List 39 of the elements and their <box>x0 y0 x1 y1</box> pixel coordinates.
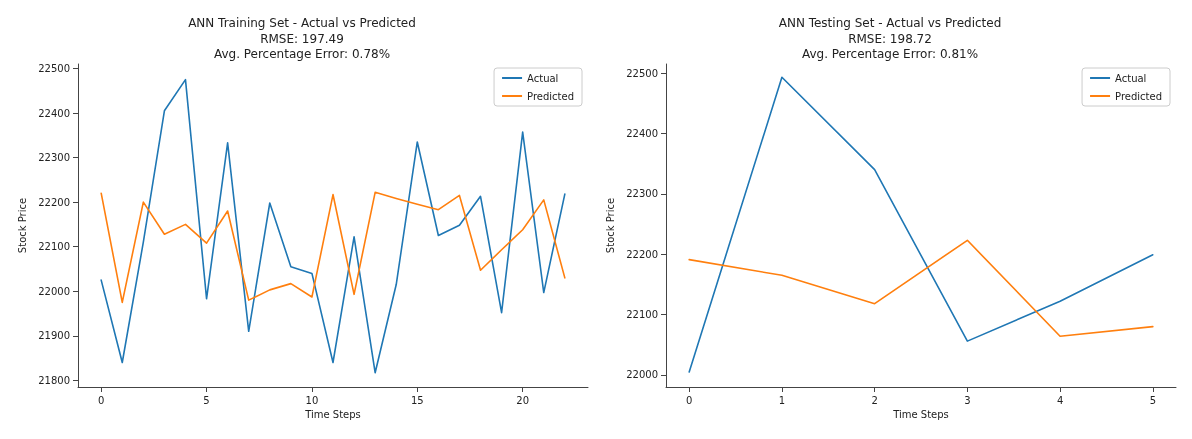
y-tick-label: 22300 <box>626 188 658 200</box>
x-axis-title: Time Steps <box>892 409 949 421</box>
legend-label: Actual <box>1115 72 1147 84</box>
chart-title: ANN Testing Set - Actual vs Predicted <box>778 15 1002 30</box>
x-axis-title: Time Steps <box>304 409 361 421</box>
y-tick-label: 22000 <box>626 369 658 381</box>
line-series <box>100 191 566 304</box>
y-tick-label: 22300 <box>38 152 70 164</box>
x-tick-label: 2 <box>871 394 878 406</box>
x-tick-label: 10 <box>305 394 319 406</box>
chart-subtitle: RMSE: 198.72 Avg. Percentage Error: 0.81% <box>801 31 979 61</box>
x-tick-label: 20 <box>516 394 530 406</box>
line-series <box>688 239 1154 338</box>
legend-label: Predicted <box>1115 90 1163 102</box>
y-tick-label: 21800 <box>38 374 70 386</box>
chart-title: ANN Training Set - Actual vs Predicted <box>188 15 416 30</box>
legend-label: Actual <box>527 72 559 84</box>
y-tick-label: 22100 <box>626 309 658 321</box>
y-tick-label: 21900 <box>38 330 70 342</box>
x-tick-label: 3 <box>964 394 971 406</box>
y-axis-title: Stock Price <box>16 197 28 254</box>
x-tick-label: 1 <box>778 394 786 406</box>
legend-label: Predicted <box>527 90 575 102</box>
x-tick-label: 15 <box>410 394 424 406</box>
y-tick-label: 22400 <box>626 127 658 139</box>
y-tick-label: 22200 <box>626 248 658 260</box>
x-tick-label: 5 <box>1149 394 1157 406</box>
x-tick-label: 0 <box>685 394 693 406</box>
y-tick-label: 22400 <box>38 107 70 119</box>
y-tick-label: 22200 <box>38 196 70 208</box>
x-tick-label: 4 <box>1056 394 1064 406</box>
x-tick-label: 0 <box>97 394 105 406</box>
y-tick-label: 22500 <box>626 67 658 79</box>
y-tick-label: 22000 <box>38 285 70 297</box>
y-tick-label: 22500 <box>38 62 70 74</box>
chart-subtitle: RMSE: 197.49 Avg. Percentage Error: 0.78% <box>213 31 391 61</box>
y-axis-title: Stock Price <box>604 197 616 254</box>
y-tick-label: 22100 <box>38 241 70 253</box>
x-tick-label: 5 <box>203 394 210 406</box>
